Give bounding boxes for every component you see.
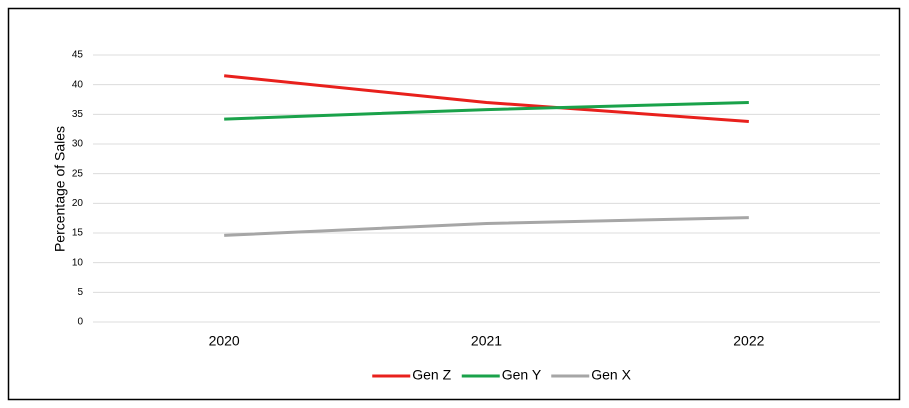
y-tick-label: 25	[72, 168, 84, 179]
y-tick-label: 40	[72, 79, 84, 90]
legend-label: Gen Z	[412, 367, 451, 383]
y-tick-label: 5	[77, 287, 83, 298]
y-tick-label: 15	[72, 228, 84, 239]
chart-border	[7, 7, 901, 401]
y-tick-label: 45	[72, 50, 84, 61]
x-tick-label: 2020	[209, 333, 240, 349]
series-line	[224, 100, 749, 121]
x-tick-label: 2022	[733, 333, 764, 349]
y-tick-label: 0	[77, 317, 83, 328]
y-tick-label: 10	[72, 257, 84, 268]
y-tick-label: 35	[72, 109, 84, 120]
legend-label: Gen X	[591, 367, 631, 383]
y-axis-label: Percentage of Sales	[52, 126, 68, 252]
y-tick-label: 30	[72, 139, 84, 150]
series-line	[224, 74, 749, 123]
series-line	[224, 216, 749, 237]
legend-label: Gen Y	[502, 367, 542, 383]
x-tick-label: 2021	[471, 333, 502, 349]
y-tick-label: 20	[72, 198, 84, 209]
